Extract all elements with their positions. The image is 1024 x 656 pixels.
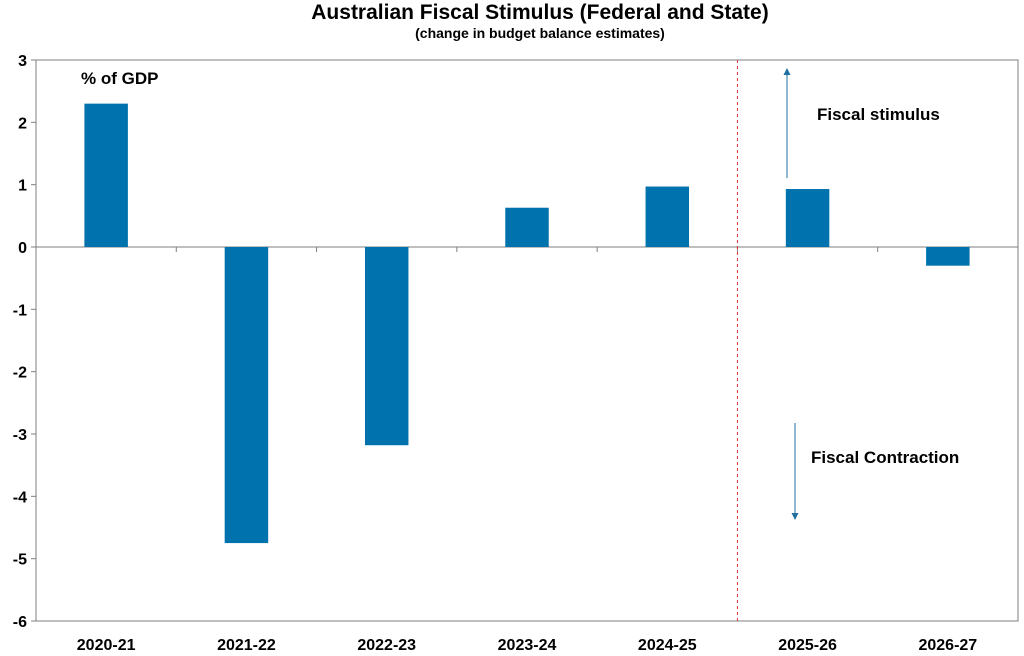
stimulus-annotation: Fiscal stimulus <box>817 105 940 124</box>
bar-2020-21 <box>84 103 128 247</box>
x-tick-label: 2024-25 <box>638 637 697 654</box>
bar-2022-23 <box>364 247 409 446</box>
y-tick-label: -5 <box>13 552 27 569</box>
chart-title: Australian Fiscal Stimulus (Federal and … <box>311 1 768 24</box>
x-tick-label: 2021-22 <box>217 637 276 654</box>
y-axis: 3 2 1 0 -1 -2 -3 -4 -5 -6 <box>13 53 36 631</box>
y-tick-label: 3 <box>18 53 27 70</box>
bar-2023-24 <box>505 207 549 247</box>
y-tick-label: -2 <box>13 365 27 382</box>
plot-area <box>35 59 1019 622</box>
x-tick-label: 2026-27 <box>918 637 977 654</box>
y-tick-label: -3 <box>13 427 27 444</box>
x-tick-label: 2022-23 <box>357 637 416 654</box>
contraction-arrow-head-icon <box>791 513 799 520</box>
bar-2024-25 <box>645 186 690 247</box>
bar-2025-26 <box>785 189 830 247</box>
y-tick-label: -1 <box>13 302 27 319</box>
y-tick-label: -4 <box>13 489 27 506</box>
bar-2021-22 <box>224 247 269 544</box>
unit-label: % of GDP <box>81 69 158 88</box>
bar-2026-27 <box>926 247 970 266</box>
stimulus-arrow-head-icon <box>783 68 791 75</box>
chart-subtitle: (change in budget balance estimates) <box>415 25 665 41</box>
y-tick-label: 2 <box>18 115 27 132</box>
x-tick-label: 2025-26 <box>778 637 837 654</box>
x-tick-label: 2020-21 <box>77 637 136 654</box>
y-tick-label: -6 <box>13 614 27 631</box>
y-tick-label: 1 <box>18 178 27 195</box>
x-tick-label: 2023-24 <box>498 637 557 654</box>
x-axis: 2020-21 2021-22 2022-23 2023-24 2024-25 2025-… <box>77 247 977 654</box>
bar-series <box>84 103 970 544</box>
y-tick-label: 0 <box>18 240 27 257</box>
contraction-annotation: Fiscal Contraction <box>811 448 959 467</box>
